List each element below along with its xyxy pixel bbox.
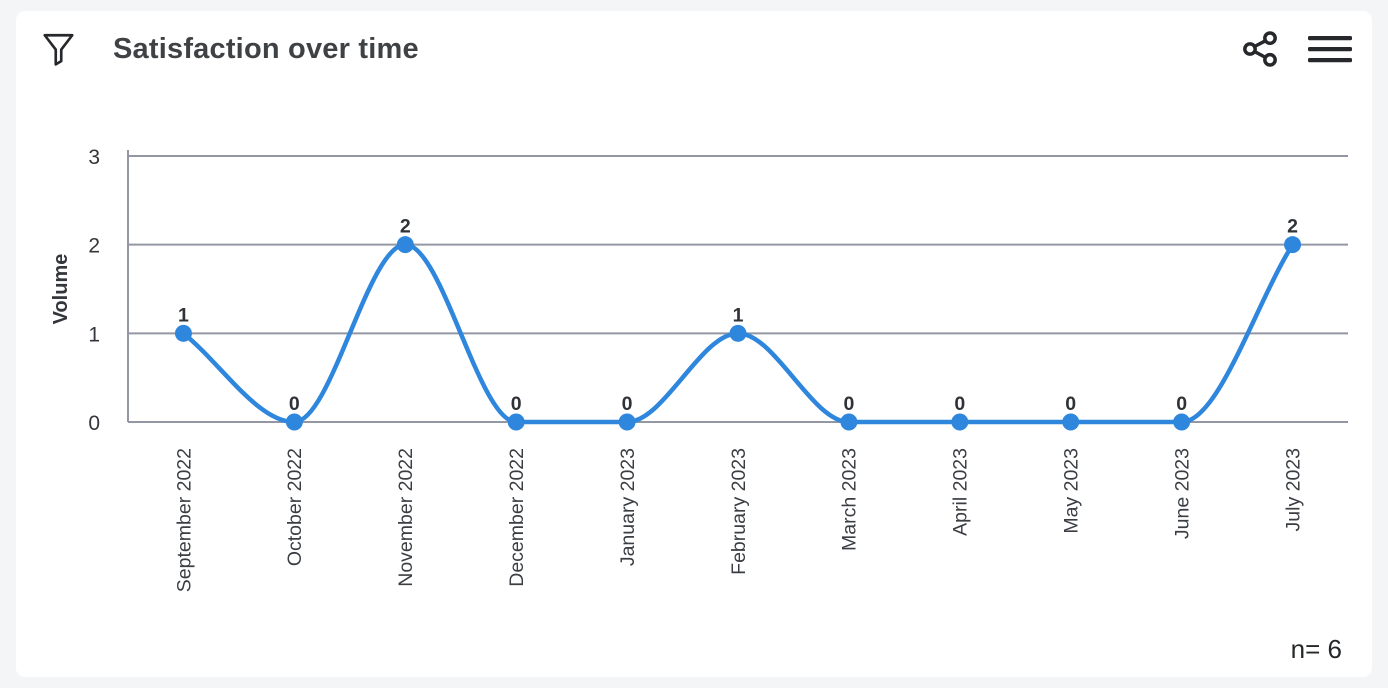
- chart-card: Satisfaction over time 0 1 2 3 Volume Septemb…: [16, 11, 1372, 677]
- filter-button[interactable]: [42, 31, 75, 67]
- chart-header: Satisfaction over time: [16, 11, 1372, 87]
- y-tick-label-0: 0: [88, 412, 100, 435]
- x-axis-label-8: May 2023: [1061, 448, 1083, 534]
- data-point-marker-7[interactable]: [951, 413, 969, 431]
- data-point-label-3: 0: [511, 393, 522, 415]
- hamburger-menu-icon: [1308, 36, 1352, 63]
- share-button[interactable]: [1240, 29, 1280, 69]
- data-point-label-6: 0: [843, 393, 854, 415]
- filter-funnel-icon: [43, 33, 74, 66]
- data-point-label-10: 2: [1287, 216, 1298, 238]
- x-axis-label-7: April 2023: [950, 448, 972, 536]
- data-point-marker-1[interactable]: [285, 413, 303, 431]
- menu-button[interactable]: [1308, 34, 1352, 64]
- volume-line-series: [181, 242, 1295, 425]
- x-axis-label-10: July 2023: [1282, 448, 1304, 531]
- data-point-marker-6[interactable]: [840, 413, 858, 431]
- data-point-marker-10[interactable]: [1284, 236, 1302, 254]
- data-point-label-0: 1: [178, 304, 189, 326]
- sample-size-label: n= 6: [1290, 634, 1342, 664]
- line-chart: 0 1 2 3 Volume September 2022 October 2022 Nove…: [50, 146, 1348, 592]
- y-tick-label-3: 3: [88, 146, 100, 169]
- x-axis-label-9: June 2023: [1171, 448, 1193, 539]
- x-axis-label-0: September 2022: [173, 448, 195, 592]
- chart-title: Satisfaction over time: [113, 32, 419, 65]
- data-point-label-2: 2: [400, 216, 411, 238]
- data-point-label-5: 1: [733, 304, 744, 326]
- data-point-marker-0[interactable]: [174, 324, 192, 342]
- data-point-label-4: 0: [622, 393, 633, 415]
- data-point-label-9: 0: [1176, 393, 1187, 415]
- x-axis-label-6: March 2023: [839, 448, 861, 551]
- y-tick-label-1: 1: [88, 323, 100, 346]
- data-point-label-7: 0: [954, 393, 965, 415]
- x-axis-label-5: February 2023: [728, 448, 750, 575]
- y-tick-label-2: 2: [88, 235, 100, 258]
- data-point-label-1: 0: [289, 393, 300, 415]
- data-point-marker-9[interactable]: [1173, 413, 1191, 431]
- x-axis-label-4: January 2023: [617, 448, 639, 566]
- data-point-marker-2[interactable]: [396, 236, 414, 254]
- share-icon: [1243, 31, 1277, 67]
- data-point-marker-5[interactable]: [729, 324, 747, 342]
- data-point-label-8: 0: [1065, 393, 1076, 415]
- data-point-marker-3[interactable]: [507, 413, 525, 431]
- data-point-marker-4[interactable]: [618, 413, 636, 431]
- y-axis-title: Volume: [50, 254, 72, 325]
- x-axis-label-1: October 2022: [284, 448, 306, 566]
- x-axis-label-3: December 2022: [506, 448, 528, 587]
- x-axis-label-2: November 2022: [395, 448, 417, 587]
- data-point-marker-8[interactable]: [1062, 413, 1080, 431]
